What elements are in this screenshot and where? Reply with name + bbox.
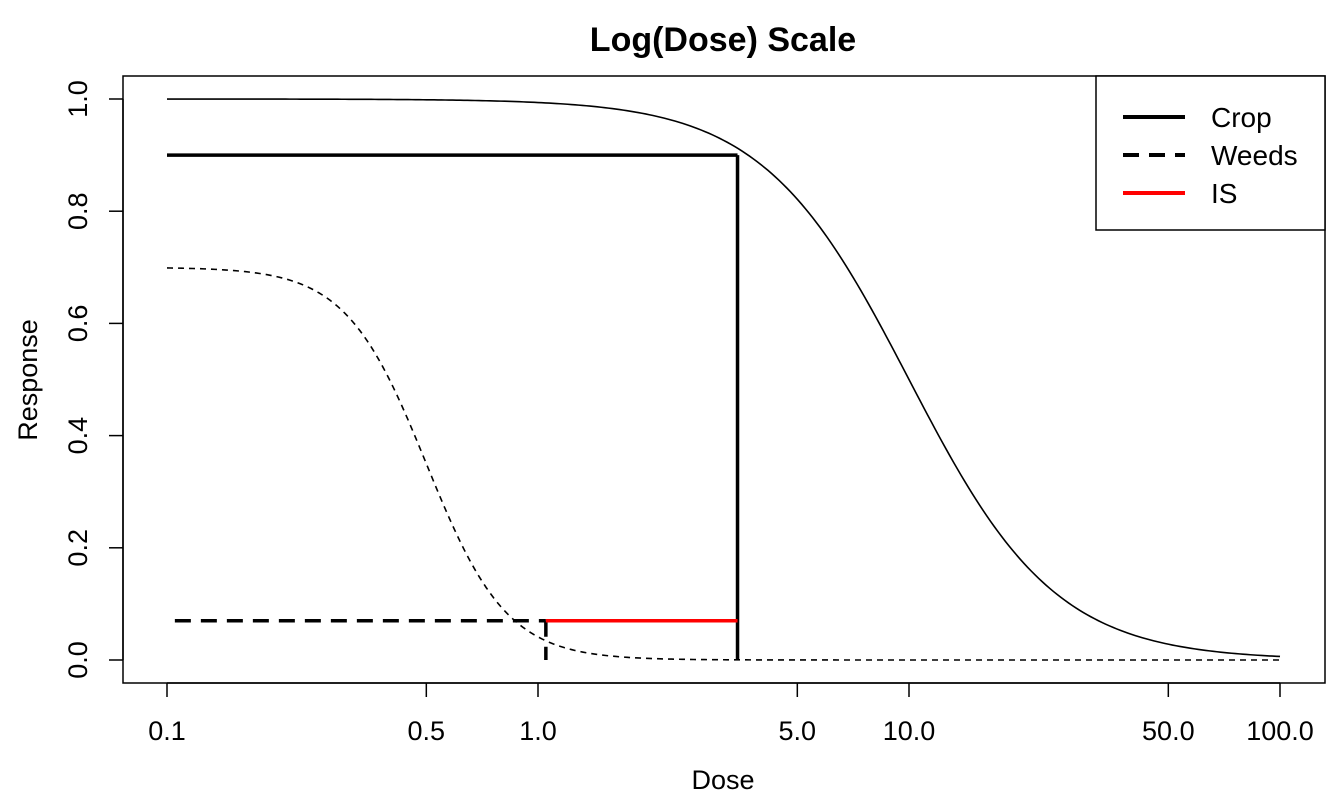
x-tick-label: 1.0 <box>519 716 557 746</box>
x-tick-label: 5.0 <box>779 716 817 746</box>
y-tick-label: 0.4 <box>63 417 93 455</box>
y-axis-label: Response <box>13 319 43 441</box>
y-tick-label: 0.8 <box>63 192 93 230</box>
legend-label-crop: Crop <box>1211 102 1272 133</box>
legend: Crop Weeds IS <box>1095 75 1326 231</box>
x-tick-label: 50.0 <box>1142 716 1195 746</box>
segments-group <box>167 153 740 660</box>
x-tick-label: 0.1 <box>148 716 186 746</box>
y-tick-label: 0.6 <box>63 305 93 343</box>
x-tick-label: 0.5 <box>408 716 446 746</box>
x-axis-label: Dose <box>691 765 754 795</box>
y-axis: 0.0 0.2 0.4 0.6 0.8 1.0 <box>63 80 124 679</box>
y-tick-label: 1.0 <box>63 80 93 118</box>
curve-weeds <box>166 267 1280 661</box>
x-tick-label: 10.0 <box>883 716 936 746</box>
curve-crop <box>167 98 1281 658</box>
curves-group <box>166 98 1281 661</box>
x-axis: 0.1 0.5 1.0 5.0 10.0 50.0 100.0 <box>148 682 1314 746</box>
legend-label-is: IS <box>1211 178 1237 209</box>
y-tick-label: 0.2 <box>63 529 93 567</box>
legend-label-weeds: Weeds <box>1211 140 1298 171</box>
x-tick-label: 100.0 <box>1246 716 1314 746</box>
y-tick-label: 0.0 <box>63 641 93 679</box>
chart-title: Log(Dose) Scale <box>590 21 856 59</box>
